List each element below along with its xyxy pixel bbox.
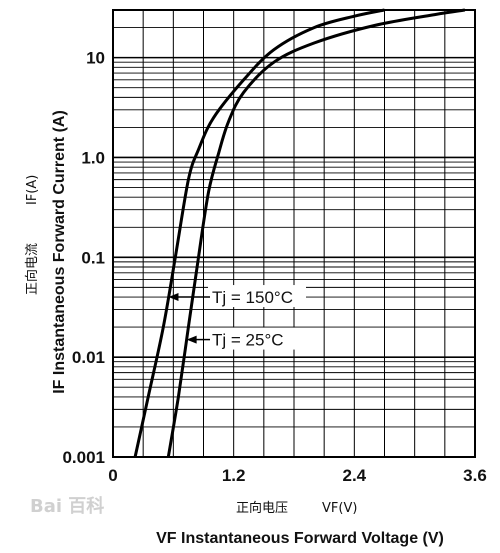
- annotation-arrowhead: [168, 293, 179, 302]
- x-axis-label-cn: 正向电压: [236, 500, 288, 516]
- x-tick-label: 3.6: [463, 466, 487, 485]
- tick-labels: 0 1.2 2.4 3.6 0.001 0.01 0.1 1.0 10: [62, 49, 486, 485]
- y-tick-label: 10: [86, 49, 105, 68]
- x-tick-label: 2.4: [343, 466, 367, 485]
- y-tick-label: 0.01: [72, 348, 105, 367]
- y-tick-label: 0.1: [81, 248, 105, 267]
- annotation-background: [208, 327, 306, 350]
- annotations: Tj = 150°C Tj = 25°C: [168, 285, 306, 350]
- annotation-tj-150: Tj = 150°C: [212, 288, 293, 307]
- annotation-arrowhead: [186, 335, 197, 344]
- annotation-tj-25: Tj = 25°C: [212, 331, 284, 350]
- series-layer: [133, 8, 466, 458]
- plot-frame: [112, 9, 476, 458]
- y-axis-symbol: IF(A): [25, 175, 40, 205]
- x-axis-title: VF Instantaneous Forward Voltage (V): [156, 530, 444, 547]
- grid: [112, 9, 476, 458]
- x-tick-label: 1.2: [222, 466, 246, 485]
- y-axis-label-cn: 正向电流: [24, 243, 40, 295]
- y-axis-title: IF Instantaneous Forward Current (A): [51, 110, 68, 394]
- series-line-0: [133, 8, 385, 458]
- series-line-1: [166, 8, 466, 458]
- annotation-background: [208, 285, 306, 308]
- watermark: Bai 百科: [30, 496, 105, 517]
- x-axis-symbol: VF(V): [322, 501, 357, 516]
- y-tick-label: 1.0: [81, 148, 105, 167]
- x-tick-label: 0: [108, 466, 117, 485]
- y-tick-label: 0.001: [62, 448, 105, 467]
